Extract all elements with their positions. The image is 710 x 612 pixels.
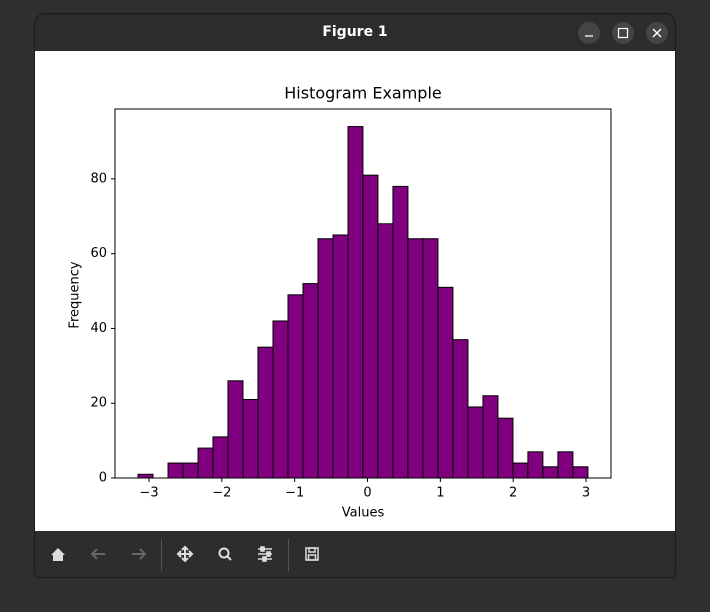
maximize-button[interactable]	[612, 22, 634, 44]
bar	[317, 238, 334, 479]
x-tick-label: 1	[436, 486, 444, 501]
y-axis-label: Frequency	[68, 261, 83, 328]
bar	[362, 174, 379, 479]
bar	[197, 447, 214, 479]
x-tick-label: 0	[363, 486, 371, 501]
bar	[482, 395, 499, 479]
bar	[167, 462, 184, 479]
bar	[542, 466, 559, 479]
home-button[interactable]	[51, 548, 65, 561]
bar	[227, 380, 244, 479]
y-tick-label: 80	[90, 171, 107, 186]
title-bar: Figure 1	[35, 14, 675, 51]
back-button[interactable]	[90, 548, 105, 560]
bar	[557, 451, 574, 479]
pan-button[interactable]	[176, 545, 194, 563]
close-button[interactable]	[646, 22, 668, 44]
bar	[182, 462, 199, 479]
figure-canvas: Histogram Example Values Frequency −3 −2 −…	[35, 51, 675, 531]
minimize-button[interactable]	[578, 22, 600, 44]
bar	[422, 238, 439, 479]
forward-button[interactable]	[132, 548, 147, 560]
bar	[137, 473, 154, 479]
bar	[527, 451, 544, 479]
zoom-button[interactable]	[218, 547, 232, 561]
toolbar-icons	[51, 539, 319, 571]
bar	[242, 398, 259, 479]
x-tick-label: 2	[509, 486, 517, 501]
bar	[377, 223, 394, 479]
bar	[452, 339, 469, 479]
bar	[467, 406, 484, 479]
x-tick-label: −2	[212, 486, 231, 501]
bar	[257, 346, 274, 479]
toolbar	[35, 531, 675, 577]
y-tick-label: 20	[90, 396, 107, 411]
x-tick-label: −1	[285, 486, 304, 501]
window-title: Figure 1	[322, 24, 388, 40]
bar	[437, 286, 454, 479]
bar	[407, 238, 424, 479]
bar	[287, 294, 304, 479]
y-tick-label: 60	[90, 246, 107, 261]
window: Figure 1 Histogram Example Values Freque…	[35, 14, 675, 577]
bar	[347, 126, 364, 479]
x-tick-label: −3	[139, 486, 158, 501]
bar	[332, 234, 349, 479]
y-tick-label: 40	[90, 321, 107, 336]
save-button[interactable]	[305, 547, 319, 561]
x-axis-label: Values	[342, 506, 385, 521]
x-tick-label: 3	[582, 486, 590, 501]
bar	[497, 417, 514, 479]
chart-title: Histogram Example	[284, 84, 442, 103]
bar	[392, 185, 409, 479]
bar	[272, 320, 289, 479]
y-tick-label: 0	[99, 471, 107, 486]
configure-button[interactable]	[258, 546, 272, 562]
chart: Histogram Example Values Frequency −3 −2 −…	[68, 84, 612, 521]
bar	[302, 283, 319, 479]
bar	[212, 436, 229, 479]
bar	[572, 466, 589, 479]
bar	[512, 462, 529, 479]
axes-frame	[114, 108, 612, 479]
